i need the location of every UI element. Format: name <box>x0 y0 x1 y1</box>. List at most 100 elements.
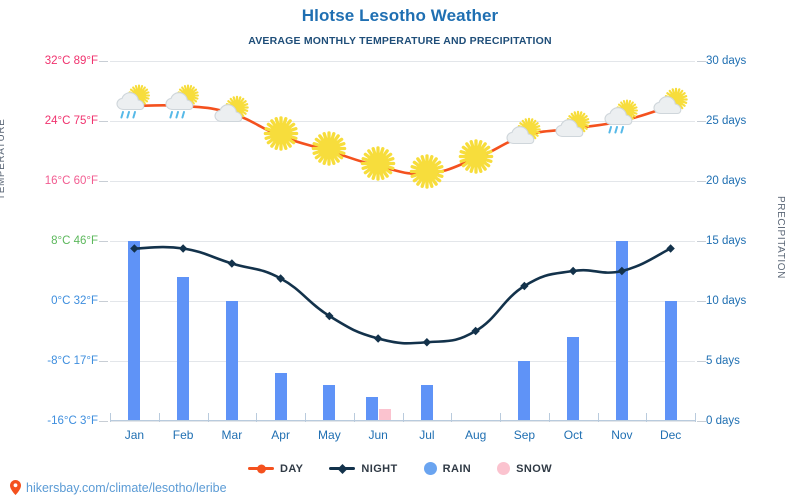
month-label-jun: Jun <box>368 428 388 442</box>
sun-icon <box>358 144 398 189</box>
gridline <box>110 181 695 182</box>
temperature-tick-mark <box>99 61 108 62</box>
precipitation-tick-label: 15 days <box>706 235 747 247</box>
month-label-nov: Nov <box>611 428 633 442</box>
temperature-tick-mark <box>99 421 108 422</box>
precipitation-tick-mark <box>697 361 706 362</box>
page-title: Hlotse Lesotho Weather <box>301 6 499 25</box>
page-subtitle: AVERAGE MONTHLY TEMPERATURE AND PRECIPIT… <box>248 35 552 47</box>
sun-icon <box>261 114 301 159</box>
temperature-tick-label: 16°C 60°F <box>44 175 98 187</box>
precipitation-tick-label: 10 days <box>706 295 747 307</box>
rain-bar <box>323 385 336 421</box>
temperature-tick-label: 24°C 75°F <box>44 115 98 127</box>
precipitation-tick-label: 25 days <box>706 115 747 127</box>
month-label-oct: Oct <box>563 428 583 442</box>
precipitation-tick-label: 5 days <box>706 355 740 367</box>
sun-cloud-icon <box>504 117 544 155</box>
night-data-point: Mar: 5°C <box>227 259 237 268</box>
night-data-point: Sep: 2°C <box>520 281 529 291</box>
sun-cloud-rain-icon <box>163 84 203 128</box>
legend-label: RAIN <box>442 462 472 475</box>
gridline <box>110 301 695 302</box>
month-label-apr: Apr <box>271 428 290 442</box>
legend-item-night[interactable]: NIGHT <box>329 463 397 475</box>
night-temperature-line <box>133 245 672 345</box>
precipitation-tick-mark <box>697 241 706 242</box>
x-axis-tick <box>695 413 696 422</box>
x-axis-tick <box>207 413 209 422</box>
night-data-point: Feb: 7°C <box>178 244 188 253</box>
temperature-axis-title: TEMPERATURE <box>0 118 7 200</box>
rain-bar <box>274 373 287 421</box>
gridline <box>110 61 695 62</box>
x-axis-tick <box>353 413 355 422</box>
plot-area: Jan: 7°C Feb: 7°C Mar: 5°C Apr: 3°C May: -2°… <box>110 61 696 422</box>
precipitation-tick-label: 20 days <box>706 175 747 187</box>
month-label-aug: Aug <box>464 428 487 442</box>
legend-item-rain[interactable]: RAIN <box>423 462 472 475</box>
precipitation-tick-mark <box>697 121 706 122</box>
legend-label: DAY <box>280 462 304 475</box>
x-axis-tick <box>646 413 648 422</box>
precipitation-tick-mark <box>697 181 706 182</box>
temperature-tick-mark <box>99 181 108 182</box>
footer: hikersbay.com/climate/lesotho/leribe <box>10 480 227 495</box>
rain-bar <box>225 301 238 421</box>
precipitation-tick-label: 30 days <box>706 55 747 67</box>
precipitation-tick-mark <box>697 301 706 302</box>
rain-bar <box>518 361 531 421</box>
month-label-may: May <box>318 428 341 442</box>
night-data-point: Nov: 4°C <box>617 266 627 276</box>
rain-bar <box>567 337 580 421</box>
month-label-jul: Jul <box>419 428 435 442</box>
temperature-tick-label: 32°C 89°F <box>44 55 98 67</box>
chart-legend: DAY NIGHT RAIN SNOW <box>0 462 800 475</box>
sun-icon <box>456 136 496 181</box>
temperature-tick-label: -16°C 3°F <box>47 415 98 427</box>
precipitation-axis-title: PRECIPITATION <box>775 196 786 279</box>
rain-bar <box>177 277 190 421</box>
day-legend-dot <box>257 464 266 473</box>
rain-bar <box>366 397 379 421</box>
temperature-tick-mark <box>99 241 108 242</box>
sun-cloud-icon <box>651 87 691 125</box>
night-data-point: Jul: -5.5°C <box>422 338 432 347</box>
legend-item-snow[interactable]: SNOW <box>497 462 552 475</box>
rain-bar <box>615 241 628 421</box>
night-data-point: Apr: 3°C <box>276 274 285 283</box>
x-axis-tick <box>110 413 111 422</box>
night-data-point: Aug: -4°C <box>471 326 480 336</box>
x-axis-tick <box>597 413 599 422</box>
x-axis-tick <box>548 413 550 422</box>
snow-legend-swatch <box>497 462 511 475</box>
legend-label: NIGHT <box>361 462 398 475</box>
sun-cloud-rain-icon <box>114 84 154 128</box>
source-url: hikersbay.com/climate/lesotho/leribe <box>26 480 227 495</box>
sun-icon <box>407 151 447 196</box>
temperature-tick-mark <box>99 301 108 302</box>
sun-cloud-icon <box>553 110 593 147</box>
x-axis-tick <box>256 413 258 422</box>
precipitation-tick-mark <box>697 421 706 422</box>
month-label-dec: Dec <box>659 428 682 442</box>
gridline <box>110 361 695 362</box>
gridline <box>110 241 695 242</box>
precipitation-tick-mark <box>697 61 706 62</box>
x-axis-tick <box>305 413 306 422</box>
night-data-point: Oct: 4°C <box>568 266 578 276</box>
month-label-sep: Sep <box>513 428 536 442</box>
night-data-point: May: -2°C <box>325 311 334 321</box>
rain-legend-swatch <box>423 462 437 475</box>
rain-bar <box>128 241 141 421</box>
night-data-point: Dec: 7°C <box>666 244 675 253</box>
precipitation-tick-label: 0 days <box>706 415 740 427</box>
night-legend-diamond <box>337 463 348 474</box>
temperature-tick-mark <box>99 121 108 122</box>
legend-item-day[interactable]: DAY <box>248 463 303 475</box>
rain-bar <box>420 385 433 421</box>
month-label-feb: Feb <box>172 428 194 442</box>
legend-label: SNOW <box>516 462 552 475</box>
location-pin-icon <box>10 480 21 495</box>
